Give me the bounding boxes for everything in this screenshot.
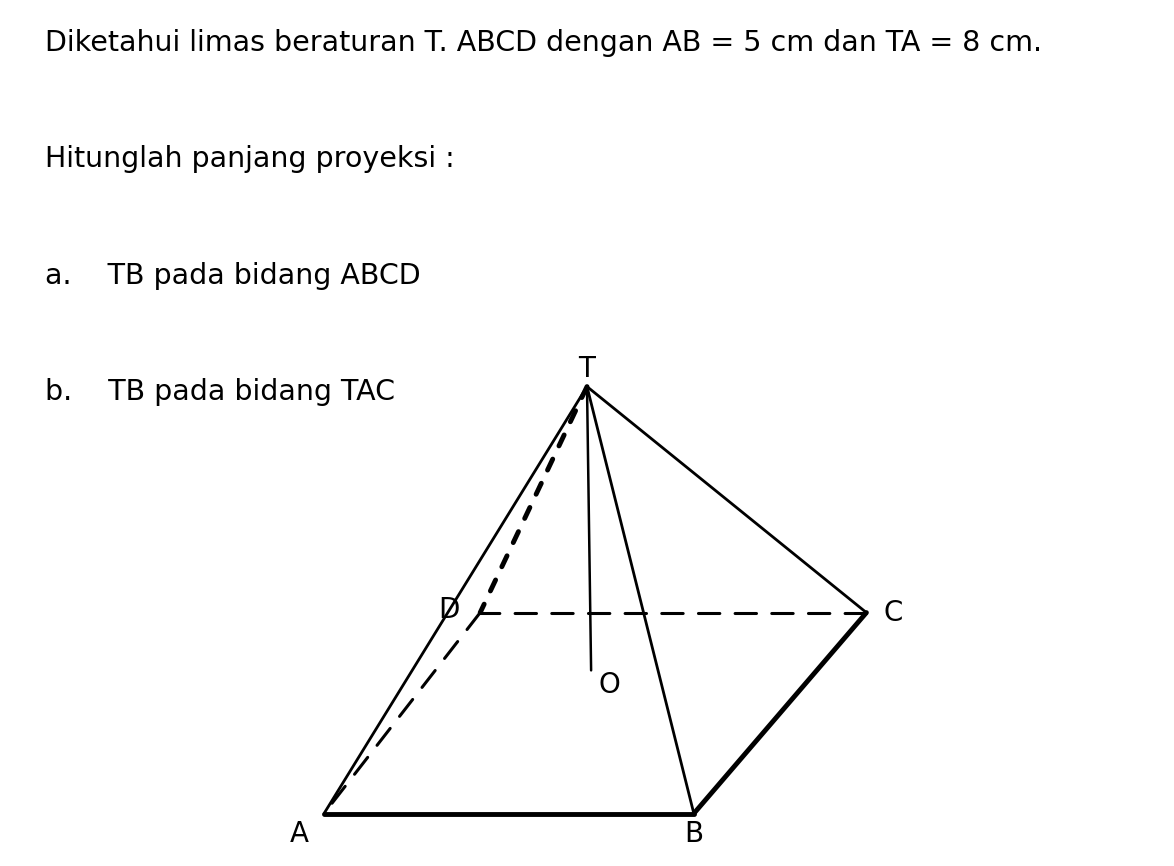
Text: Hitunglah panjang proyeksi :: Hitunglah panjang proyeksi :	[45, 145, 454, 173]
Text: D: D	[438, 596, 460, 624]
Text: A: A	[290, 819, 309, 848]
Text: O: O	[599, 671, 620, 700]
Text: B: B	[684, 819, 703, 848]
Text: C: C	[883, 598, 903, 627]
Text: T: T	[579, 355, 595, 383]
Text: Diketahui limas beraturan T. ABCD dengan AB = 5 cm dan TA = 8 cm.: Diketahui limas beraturan T. ABCD dengan…	[45, 29, 1041, 57]
Text: a.    TB pada bidang ABCD: a. TB pada bidang ABCD	[45, 262, 420, 290]
Text: b.    TB pada bidang TAC: b. TB pada bidang TAC	[45, 378, 394, 406]
